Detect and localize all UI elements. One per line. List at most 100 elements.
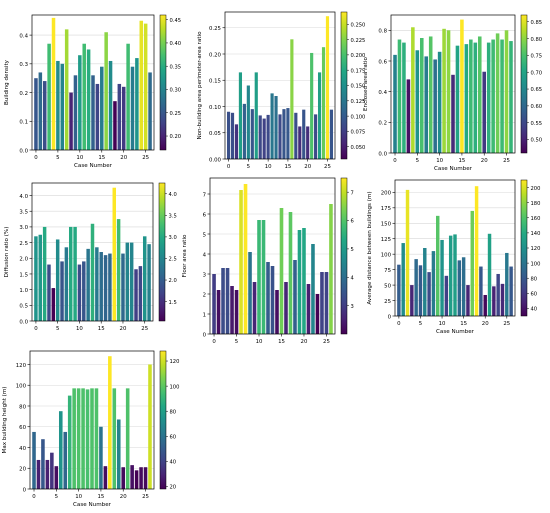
bar — [76, 388, 81, 489]
y-tick-label: 4 — [203, 252, 207, 258]
bar — [423, 248, 427, 316]
bar — [500, 39, 504, 153]
bar — [284, 282, 288, 334]
y-tick-label: 0.0 — [378, 151, 387, 157]
bar — [266, 262, 270, 334]
colorbar-tick-label: 0.125 — [351, 99, 366, 105]
y-tick-label: 0.15 — [209, 79, 221, 85]
bar — [401, 243, 405, 316]
y-tick-label: 2 — [203, 292, 206, 298]
y-tick-label: 6 — [203, 212, 207, 218]
bar — [486, 42, 491, 153]
bar — [54, 466, 59, 489]
bar — [469, 39, 473, 153]
bar — [455, 45, 460, 153]
bar — [266, 114, 270, 159]
bar — [212, 274, 216, 334]
bar — [38, 234, 43, 321]
bar — [464, 44, 469, 154]
bar — [234, 124, 239, 159]
bar — [302, 109, 306, 159]
bar — [492, 286, 496, 316]
colorbar — [340, 177, 348, 335]
bar — [436, 215, 440, 316]
colorbar-tick-label: 7 — [351, 190, 354, 196]
x-tick-label: 5 — [56, 155, 59, 161]
y-tick-label: 1 — [203, 312, 206, 318]
x-tick-label: 5 — [416, 158, 419, 164]
bar — [225, 268, 230, 334]
x-tick-label: 25 — [142, 494, 149, 500]
colorbar-tick-label: 100 — [531, 261, 541, 267]
bar — [321, 47, 326, 159]
bar — [418, 265, 423, 316]
x-tick-label: 0 — [393, 158, 397, 164]
colorbar-tick-label: 0.150 — [351, 84, 366, 90]
y-tick-label: 0.6 — [378, 59, 387, 65]
x-tick-label: 5 — [247, 164, 250, 170]
bar — [474, 186, 479, 316]
colorbar-tick-label: 120 — [531, 246, 541, 252]
bar — [302, 228, 306, 334]
bar — [94, 388, 99, 489]
bar — [108, 356, 112, 489]
x-tick-label: 25 — [503, 158, 510, 164]
bar — [90, 223, 95, 321]
bar — [99, 426, 103, 489]
colorbar-tick-label: 0.30 — [170, 88, 182, 94]
bar — [103, 466, 108, 489]
bar — [248, 252, 252, 334]
bar — [294, 112, 298, 159]
plot-frame — [394, 179, 516, 317]
bar — [121, 86, 126, 150]
y-tick-label: 2.0 — [19, 257, 28, 263]
bar — [138, 266, 143, 321]
colorbar-tick-label: 0.175 — [351, 68, 366, 74]
x-tick-label: 5 — [419, 321, 422, 327]
x-tick-label: 15 — [284, 164, 291, 170]
colorbar-tick-label: 60 — [531, 292, 538, 298]
x-tick-label: 10 — [76, 155, 83, 161]
bar — [143, 467, 148, 489]
bar — [419, 38, 424, 153]
x-tick-label: 0 — [397, 321, 401, 327]
bar — [230, 286, 234, 334]
x-tick-label: 25 — [503, 321, 510, 327]
bar — [393, 54, 397, 153]
y-tick-label: 0.20 — [209, 52, 222, 58]
bar — [275, 290, 279, 334]
bar — [55, 239, 60, 321]
bar — [63, 431, 68, 489]
x-tick-label: 0 — [212, 339, 216, 345]
bar — [279, 208, 284, 334]
bar — [315, 294, 320, 334]
bar — [81, 388, 85, 489]
bar — [230, 112, 235, 159]
colorbar-tick-label: 0.075 — [351, 130, 366, 136]
bar — [270, 93, 274, 159]
y-tick-label: 40 — [19, 446, 26, 452]
bar — [254, 72, 258, 159]
bar — [82, 261, 86, 321]
bar — [483, 294, 487, 316]
colorbar-tick-label: 180 — [531, 201, 541, 207]
x-tick-label: 10 — [76, 326, 83, 332]
bar — [427, 272, 431, 316]
bar — [58, 411, 63, 489]
x-tick-label: 5 — [55, 494, 58, 500]
bar — [311, 244, 315, 334]
y-axis-label: Floor area ratio — [182, 234, 188, 277]
chart-panel-perimeter-area-ratio: 0.000.050.100.150.200.250 5 10 15 20 25Non-bu… — [197, 11, 366, 170]
x-tick-label: 25 — [142, 155, 149, 161]
x-tick-label: 10 — [75, 494, 82, 500]
y-tick-label: 0.0 — [19, 148, 28, 154]
bar — [86, 49, 91, 150]
bar — [60, 63, 65, 150]
colorbar-tick-label: 160 — [531, 216, 541, 222]
y-tick-label: 50 — [384, 283, 391, 289]
colorbar-tick-label: 3.0 — [169, 235, 177, 241]
bar — [433, 59, 437, 153]
bar — [121, 467, 126, 489]
bar — [505, 252, 509, 316]
